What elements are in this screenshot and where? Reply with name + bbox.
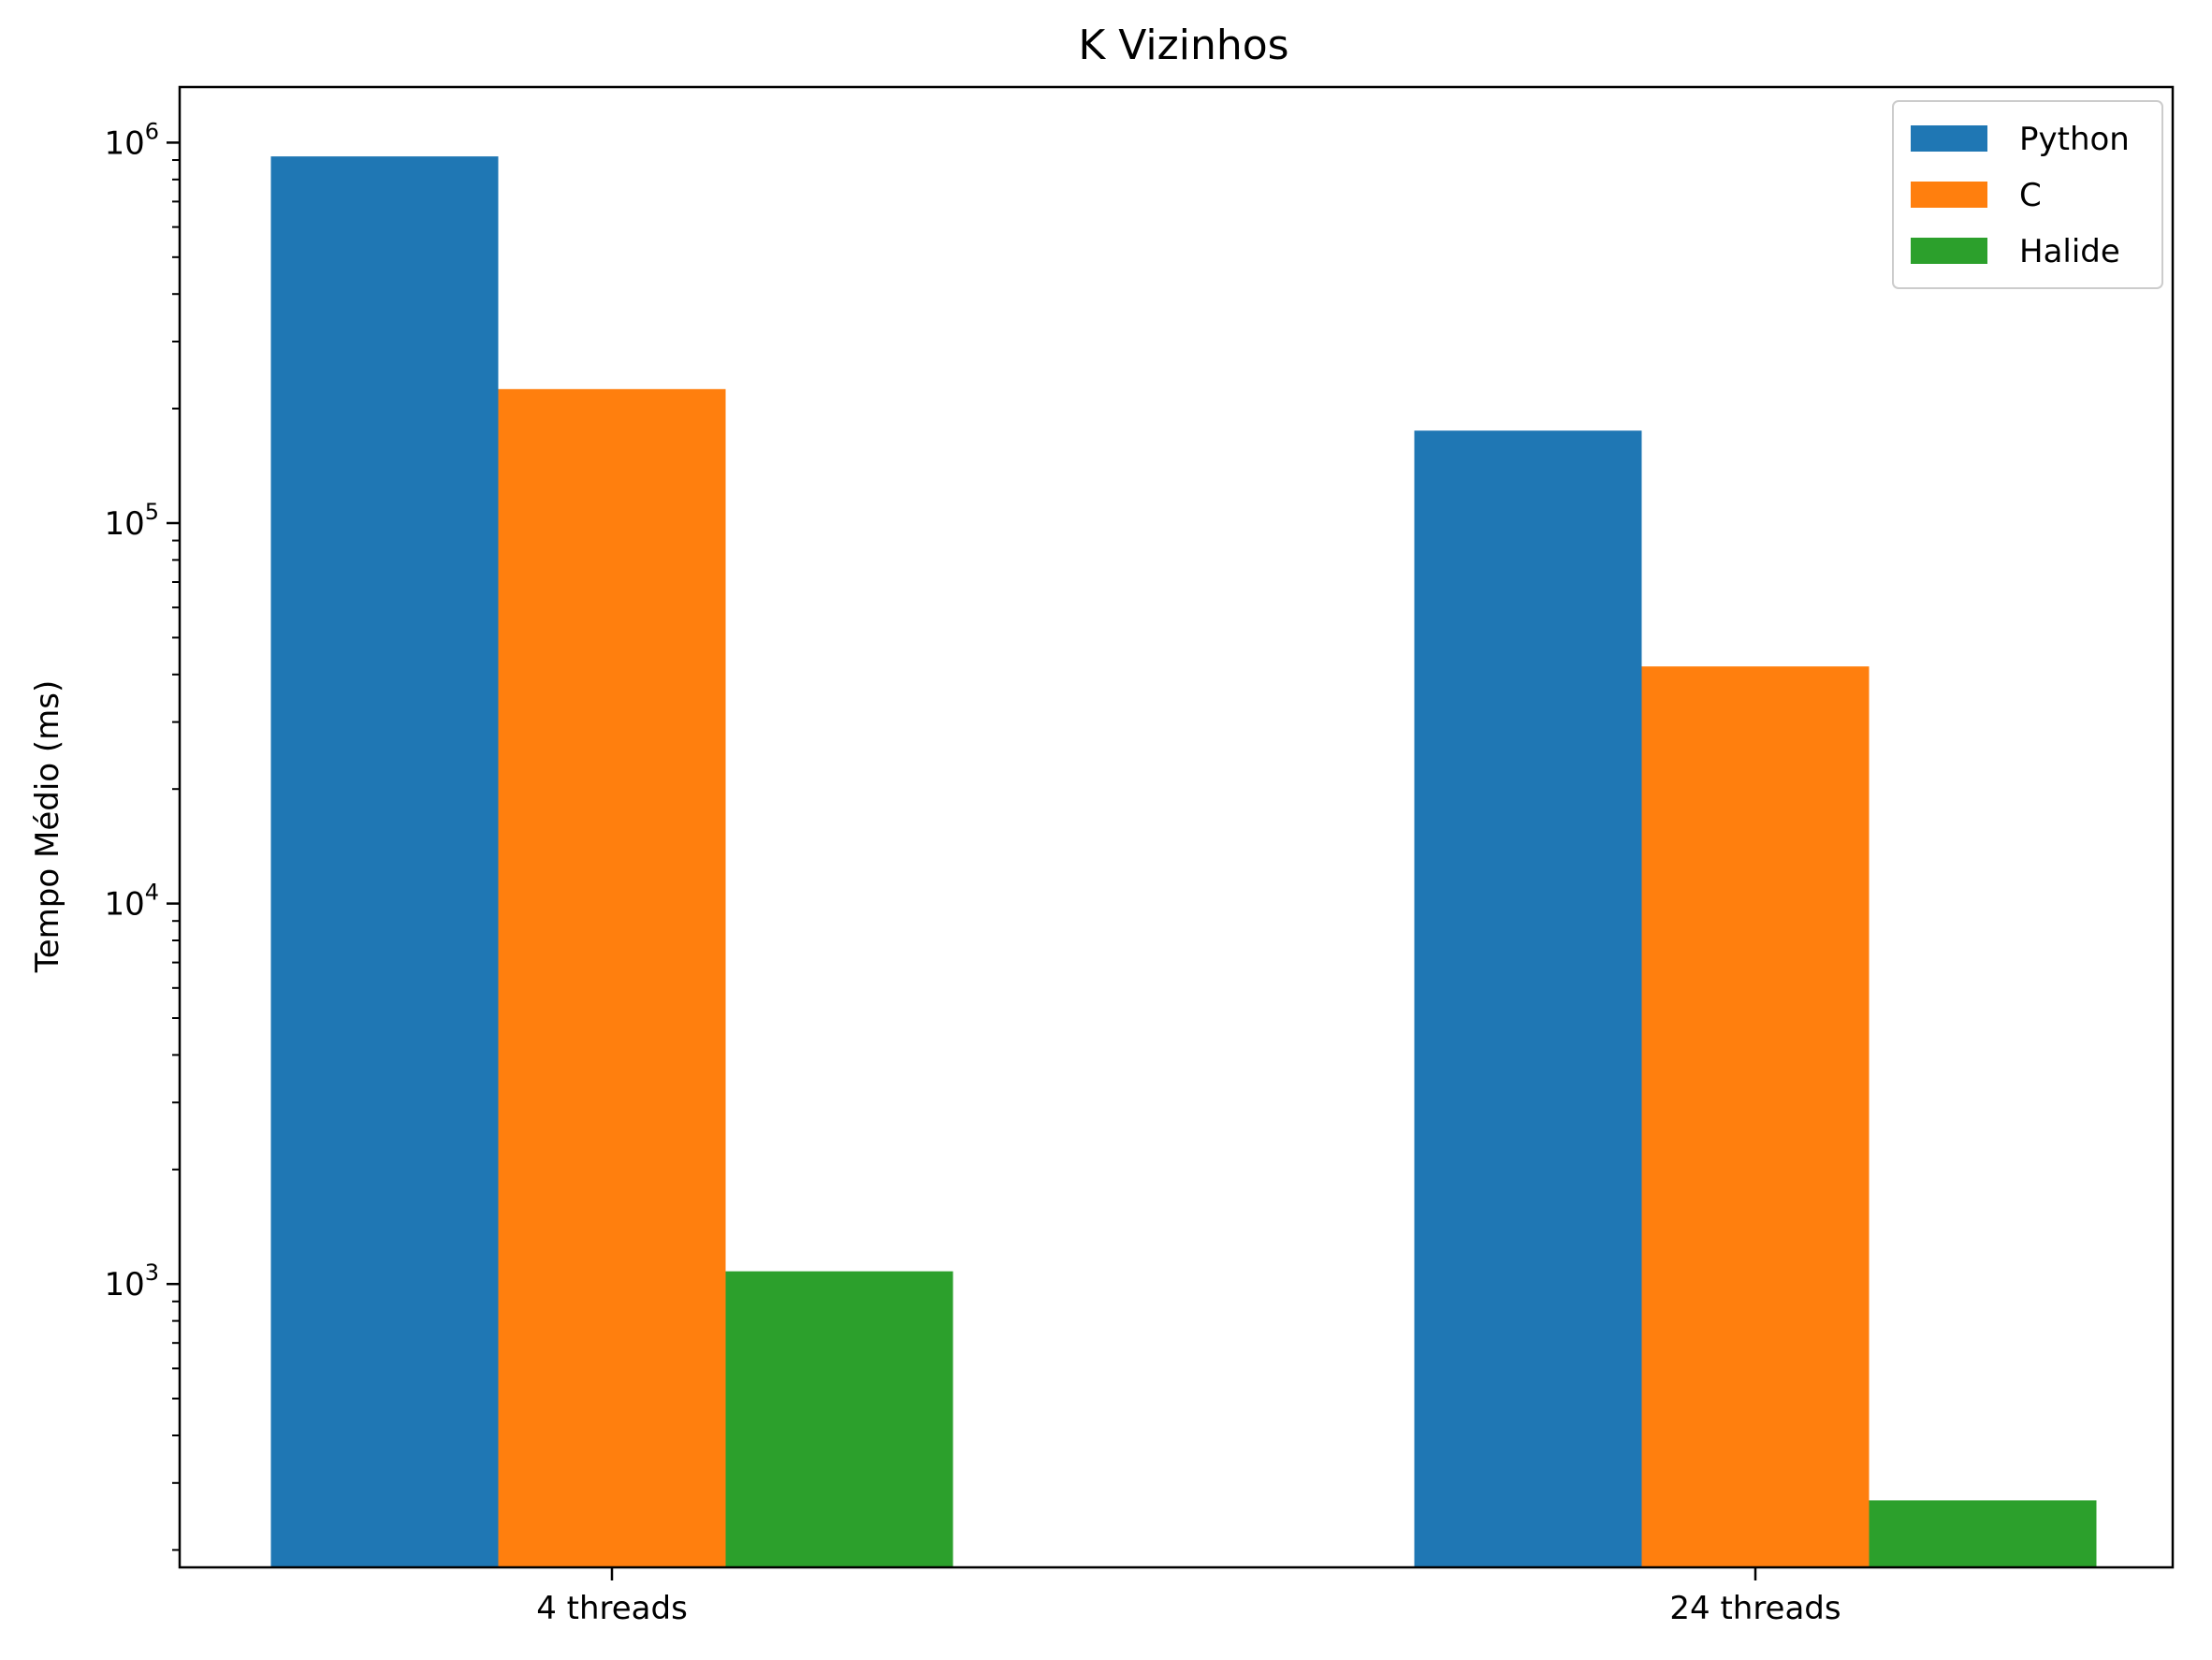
y-tick-label: 103: [104, 1260, 159, 1303]
bar-halide-24-threads: [1869, 1500, 2097, 1567]
bar-python-24-threads: [1414, 430, 1642, 1568]
y-axis: 103 104 105 106: [104, 118, 180, 1551]
x-tick-label: 4 threads: [536, 1590, 688, 1627]
chart-title: K Vizinhos: [1078, 22, 1288, 69]
bar-c-4-threads: [498, 388, 726, 1568]
y-axis-label: Tempo Médio (ms): [29, 680, 66, 973]
y-tick-label: 104: [104, 880, 159, 924]
y-tick-label: 105: [104, 499, 159, 543]
legend: Python C Halide: [1892, 100, 2163, 289]
x-tick-label: 24 threads: [1669, 1590, 1841, 1627]
bar-python-4-threads: [270, 156, 499, 1567]
legend-swatch-python: [1911, 125, 1987, 152]
bars-group: [270, 156, 2097, 1568]
y-tick-label: 106: [104, 118, 159, 162]
plot-frame: [178, 85, 2175, 1569]
legend-label-python: Python: [2019, 121, 2130, 158]
legend-label-halide: Halide: [2019, 233, 2120, 270]
bar-halide-4-threads: [725, 1271, 953, 1567]
legend-swatch-halide: [1911, 238, 1987, 264]
x-axis: 4 threads 24 threads: [536, 1567, 1841, 1627]
bar-c-24-threads: [1641, 666, 1870, 1567]
legend-label-c: C: [2019, 177, 2042, 214]
legend-swatch-c: [1911, 182, 1987, 208]
